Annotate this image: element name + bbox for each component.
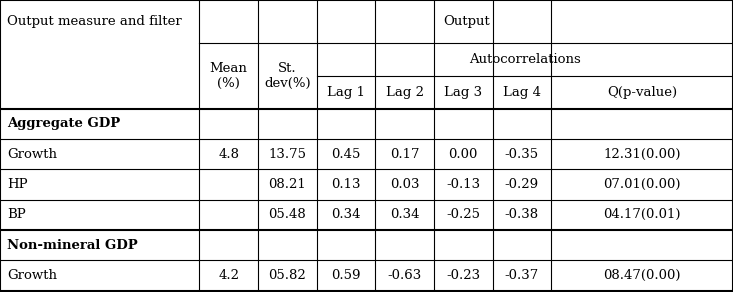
Text: -0.13: -0.13 (446, 178, 480, 191)
Text: -0.38: -0.38 (505, 208, 539, 221)
Text: 4.2: 4.2 (218, 269, 239, 282)
Text: 05.82: 05.82 (268, 269, 306, 282)
Text: Output: Output (443, 15, 490, 28)
Text: 05.48: 05.48 (268, 208, 306, 221)
Text: Output measure and filter: Output measure and filter (7, 15, 182, 28)
Text: 0.45: 0.45 (331, 148, 361, 161)
Text: 0.34: 0.34 (331, 208, 361, 221)
Text: 0.34: 0.34 (390, 208, 419, 221)
Text: 0.17: 0.17 (390, 148, 419, 161)
Text: Lag 4: Lag 4 (503, 86, 541, 99)
Text: -0.35: -0.35 (505, 148, 539, 161)
Text: Mean
(%): Mean (%) (210, 62, 248, 90)
Text: -0.29: -0.29 (505, 178, 539, 191)
Text: 4.8: 4.8 (218, 148, 239, 161)
Text: Growth: Growth (7, 148, 57, 161)
Text: -0.37: -0.37 (505, 269, 539, 282)
Text: 04.17(0.01): 04.17(0.01) (603, 208, 681, 221)
Text: 0.03: 0.03 (390, 178, 419, 191)
Text: -0.25: -0.25 (446, 208, 480, 221)
Text: Lag 3: Lag 3 (444, 86, 482, 99)
Text: Growth: Growth (7, 269, 57, 282)
Text: 07.01(0.00): 07.01(0.00) (603, 178, 681, 191)
Text: Aggregate GDP: Aggregate GDP (7, 117, 121, 130)
Text: 13.75: 13.75 (268, 148, 306, 161)
Text: HP: HP (7, 178, 28, 191)
Text: Autocorrelations: Autocorrelations (469, 53, 581, 66)
Text: Q(p-value): Q(p-value) (607, 86, 677, 99)
Text: -0.23: -0.23 (446, 269, 480, 282)
Text: 0.13: 0.13 (331, 178, 361, 191)
Text: 0.00: 0.00 (449, 148, 478, 161)
Text: BP: BP (7, 208, 26, 221)
Text: Lag 2: Lag 2 (386, 86, 424, 99)
Text: St.
dev(%): St. dev(%) (264, 62, 311, 90)
Text: 12.31(0.00): 12.31(0.00) (603, 148, 681, 161)
Text: 08.21: 08.21 (268, 178, 306, 191)
Text: 0.59: 0.59 (331, 269, 361, 282)
Text: -0.63: -0.63 (388, 269, 421, 282)
Text: Non-mineral GDP: Non-mineral GDP (7, 239, 138, 252)
Text: 08.47(0.00): 08.47(0.00) (603, 269, 681, 282)
Text: Lag 1: Lag 1 (327, 86, 365, 99)
